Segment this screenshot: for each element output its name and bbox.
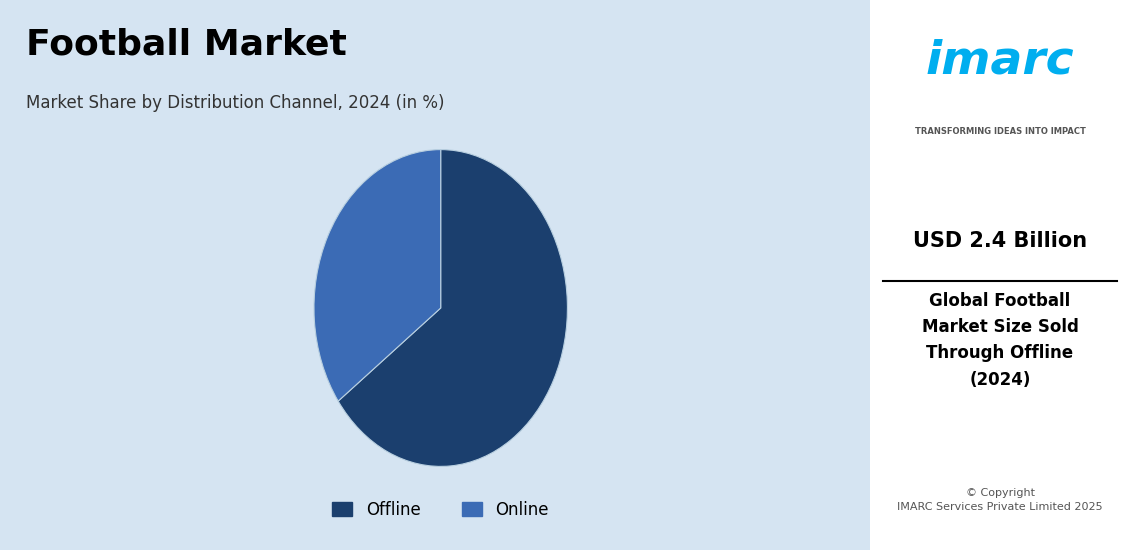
Text: © Copyright
IMARC Services Private Limited 2025: © Copyright IMARC Services Private Limit… — [897, 487, 1103, 512]
Text: TRANSFORMING IDEAS INTO IMPACT: TRANSFORMING IDEAS INTO IMPACT — [914, 126, 1086, 135]
Text: Football Market: Football Market — [26, 28, 347, 62]
Wedge shape — [314, 150, 441, 401]
Wedge shape — [338, 150, 567, 466]
Text: imarc: imarc — [925, 39, 1075, 84]
Legend: Offline, Online: Offline, Online — [325, 494, 556, 525]
Text: USD 2.4 Billion: USD 2.4 Billion — [913, 231, 1087, 251]
Text: Global Football
Market Size Sold
Through Offline
(2024): Global Football Market Size Sold Through… — [922, 292, 1078, 389]
Text: Market Share by Distribution Channel, 2024 (in %): Market Share by Distribution Channel, 20… — [26, 94, 444, 112]
